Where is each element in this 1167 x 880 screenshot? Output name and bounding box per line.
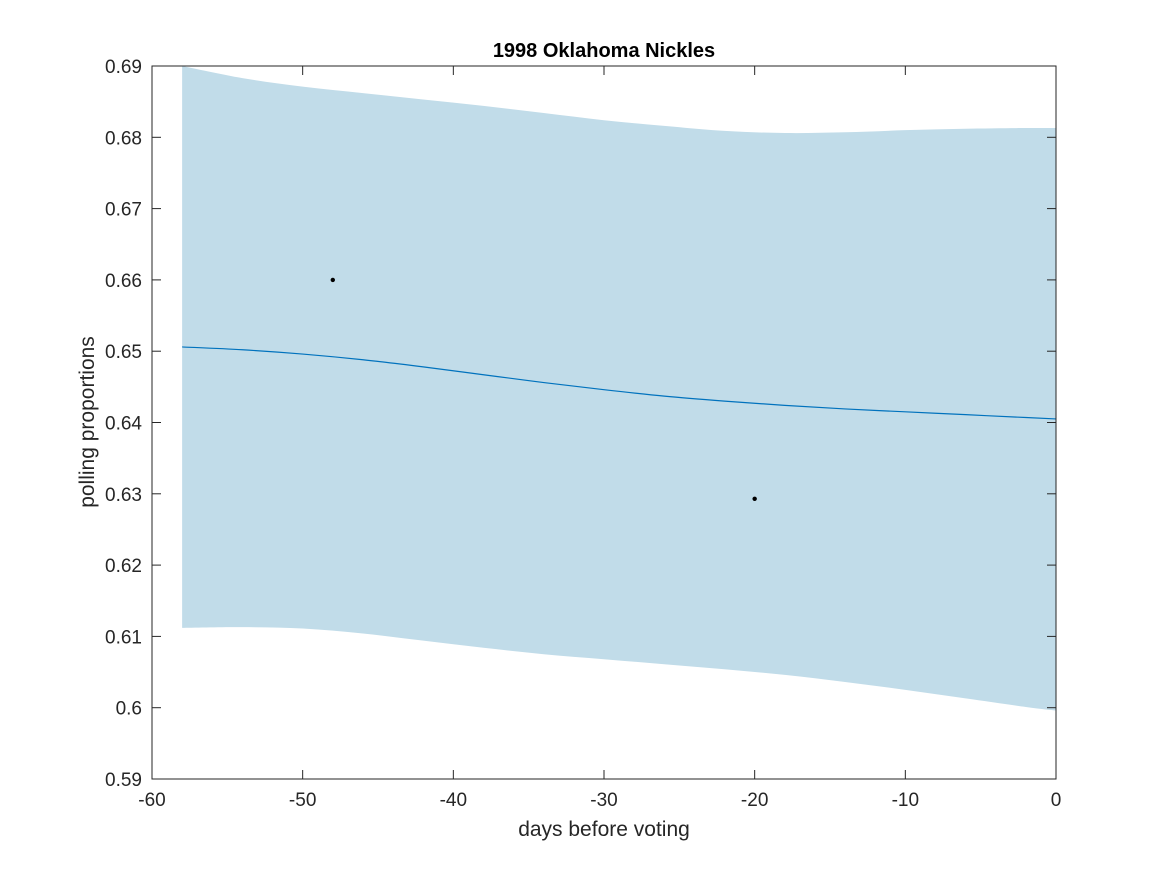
y-tick-label: 0.64 — [105, 414, 142, 435]
poll-point — [330, 277, 335, 283]
poll-points-layer — [330, 277, 757, 501]
y-tick-label: 0.69 — [105, 57, 142, 78]
x-tick-label: -50 — [289, 790, 316, 811]
x-tick-label: -20 — [741, 790, 768, 811]
x-tick-label: -30 — [590, 790, 617, 811]
x-tick-label: -60 — [138, 790, 165, 811]
labels-layer: 1998 Oklahoma Nickles days before voting… — [76, 40, 715, 841]
poll-point — [752, 496, 757, 501]
trend-line — [182, 346, 1057, 420]
confidence-band — [182, 66, 1056, 711]
y-tick-label: 0.62 — [105, 556, 142, 577]
y-tick-label: 0.61 — [105, 627, 142, 648]
trend-line-layer — [182, 346, 1057, 420]
y-tick-label: 0.59 — [105, 770, 142, 791]
confidence-band-layer — [182, 66, 1056, 711]
x-axis-label: days before voting — [518, 818, 690, 841]
chart-title: 1998 Oklahoma Nickles — [493, 40, 715, 62]
y-axis-label: polling proportions — [76, 336, 99, 508]
y-tick-label: 0.65 — [105, 342, 142, 363]
y-tick-label: 0.63 — [105, 485, 142, 506]
y-tick-label: 0.6 — [116, 699, 142, 720]
y-tick-label: 0.68 — [105, 128, 142, 149]
y-tick-label: 0.66 — [105, 271, 142, 292]
y-tick-label: 0.67 — [105, 200, 142, 221]
x-tick-label: -40 — [440, 790, 467, 811]
x-tick-label: 0 — [1051, 790, 1062, 811]
axes-layer: -60 -50 -40 -30 -20 -10 0 0.59 0.6 0.61 0.62 0.63 0.… — [105, 57, 1061, 811]
x-tick-label: -10 — [892, 790, 919, 811]
